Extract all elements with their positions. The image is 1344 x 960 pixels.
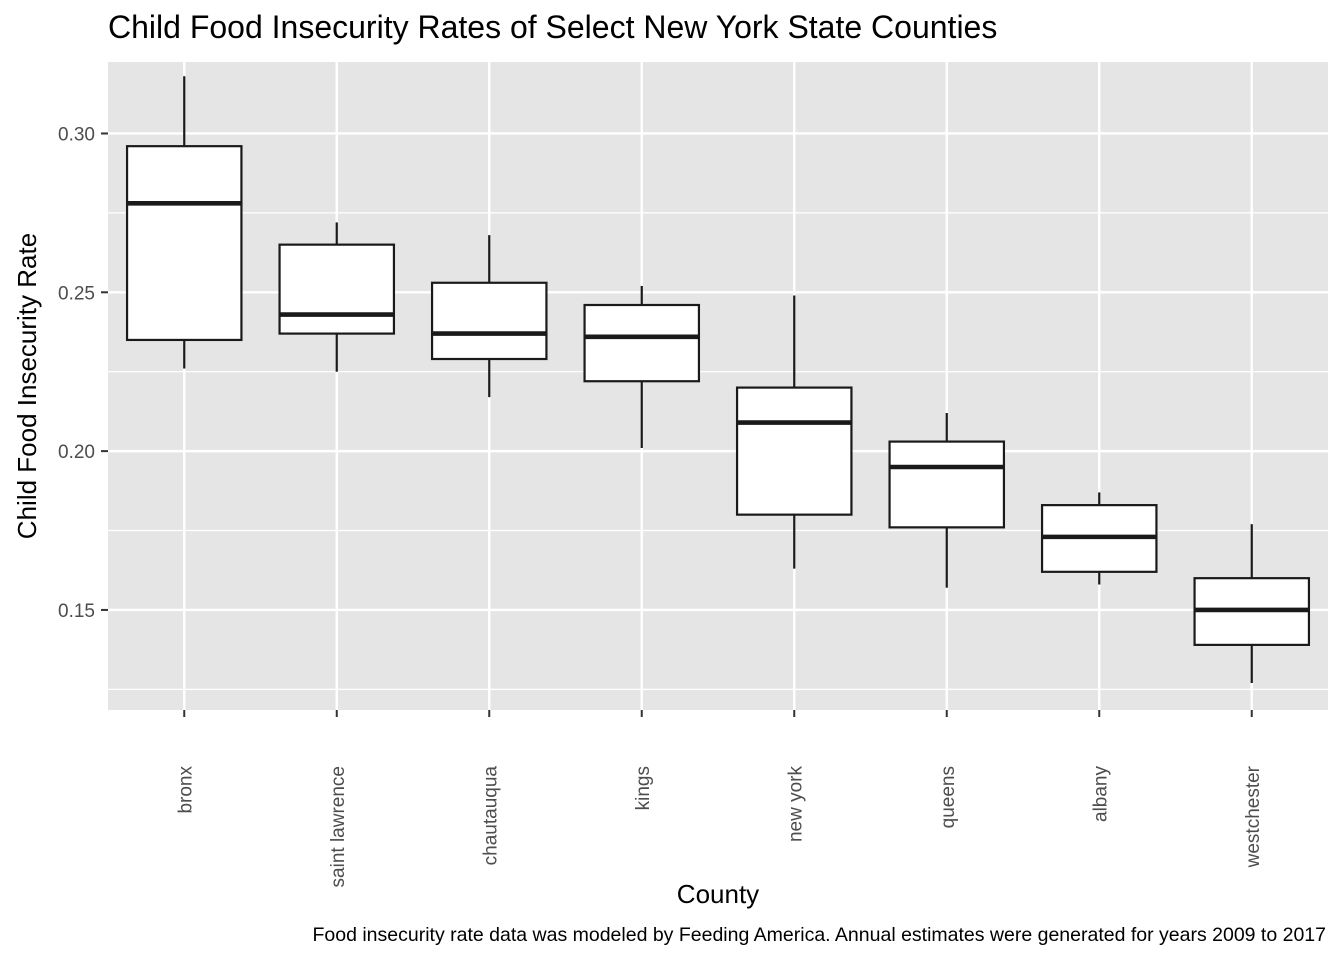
- box-albany: [1040, 492, 1158, 585]
- x-axis: bronx saint lawrence chautauqua kings new yo…: [175, 710, 1264, 887]
- y-tick-label: 0.20: [58, 442, 95, 463]
- x-tick-label: westchester: [1243, 765, 1264, 868]
- x-tick-label: queens: [938, 766, 959, 828]
- x-tick-label: saint lawrence: [328, 766, 349, 887]
- y-tick-label: 0.15: [58, 601, 95, 622]
- x-tick-label: kings: [633, 766, 654, 810]
- x-tick-label: albany: [1090, 766, 1111, 822]
- box-saint-lawrence: [278, 222, 396, 372]
- box-chautauqua: [430, 235, 548, 398]
- y-axis: 0.15 0.20 0.25 0.30: [58, 124, 108, 622]
- chart-caption: Food insecurity rate data was modeled by…: [312, 924, 1326, 946]
- y-tick-label: 0.30: [58, 124, 95, 145]
- x-axis-title: County: [677, 879, 759, 909]
- y-tick-label: 0.25: [58, 283, 95, 304]
- y-axis-title: Child Food Insecurity Rate: [12, 233, 42, 539]
- box-kings: [583, 285, 701, 448]
- boxes-layer: [125, 76, 1311, 683]
- x-tick-label: chautauqua: [480, 766, 501, 866]
- plot-panel: [108, 62, 1328, 710]
- x-tick-label: new york: [785, 766, 806, 843]
- box-body: [125, 145, 243, 342]
- box-body: [430, 281, 548, 361]
- chart-title: Child Food Insecurity Rates of Select Ne…: [108, 9, 997, 45]
- box-body: [888, 440, 1006, 529]
- box-body: [735, 386, 853, 516]
- box-westchester: [1193, 524, 1311, 683]
- x-tick-label: bronx: [175, 766, 196, 814]
- box-new-york: [735, 295, 853, 569]
- box-body: [583, 303, 701, 383]
- box-body: [278, 243, 396, 335]
- box-bronx: [125, 76, 243, 369]
- box-queens: [888, 413, 1006, 588]
